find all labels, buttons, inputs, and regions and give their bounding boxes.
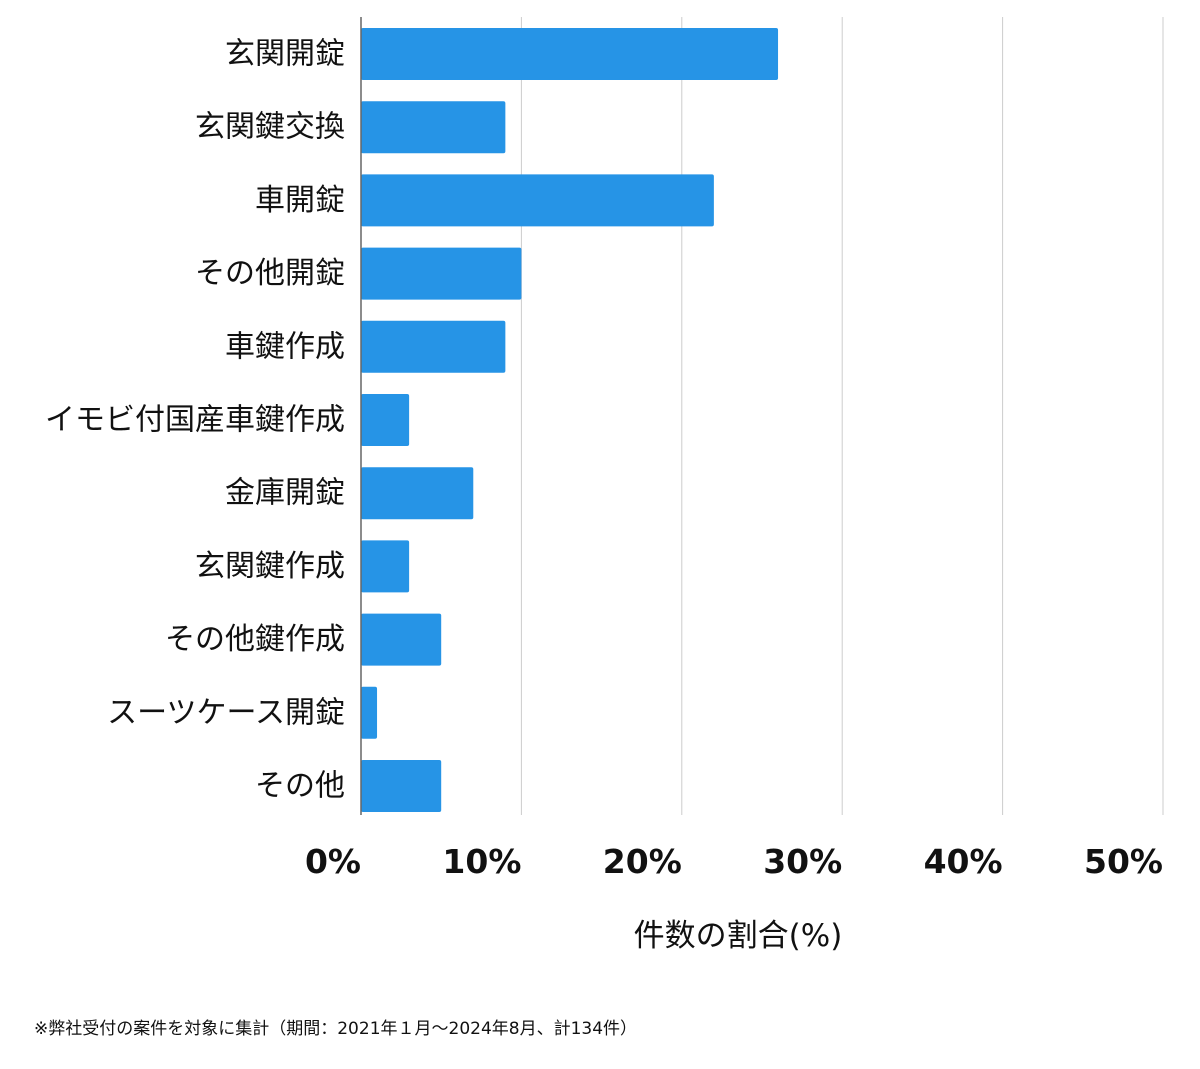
- bar: [361, 247, 522, 300]
- bar: [361, 540, 410, 593]
- category-label: イモビ付国産車鍵作成: [45, 403, 345, 438]
- category-label: その他: [255, 769, 345, 804]
- x-axis-title: 件数の割合(%): [634, 918, 843, 954]
- category-label: 玄関鍵交換: [195, 110, 345, 145]
- x-tick-label: 50%: [1084, 842, 1163, 881]
- bar: [361, 686, 378, 739]
- bar: [361, 28, 779, 80]
- category-label: 金庫開錠: [225, 476, 345, 511]
- x-tick-label: 0%: [305, 842, 361, 881]
- category-label: 車鍵作成: [225, 329, 345, 364]
- x-tick-label: 40%: [924, 842, 1003, 881]
- x-tick-label: 10%: [442, 842, 521, 881]
- bar: [361, 467, 474, 520]
- x-tick-label: 20%: [603, 842, 682, 881]
- bar: [361, 394, 410, 446]
- category-label: 車開錠: [255, 183, 345, 218]
- bar: [361, 101, 506, 154]
- bar: [361, 760, 442, 812]
- bar: [361, 613, 442, 666]
- category-label: その他開錠: [195, 256, 345, 291]
- category-label: その他鍵作成: [165, 622, 345, 657]
- bar: [361, 174, 714, 227]
- bar-chart: 玄関開錠玄関鍵交換車開錠その他開錠車鍵作成イモビ付国産車鍵作成金庫開錠玄関鍵作成…: [45, 17, 1164, 954]
- category-label: 玄関鍵作成: [195, 549, 345, 584]
- x-tick-label: 30%: [763, 842, 842, 881]
- bar: [361, 320, 506, 373]
- category-label: スーツケース開錠: [107, 695, 345, 730]
- category-label: 玄関開錠: [225, 37, 345, 72]
- footnote: ※弊社受付の案件を対象に集計（期間：2021年１月〜2024年8月、計134件）: [34, 1019, 638, 1039]
